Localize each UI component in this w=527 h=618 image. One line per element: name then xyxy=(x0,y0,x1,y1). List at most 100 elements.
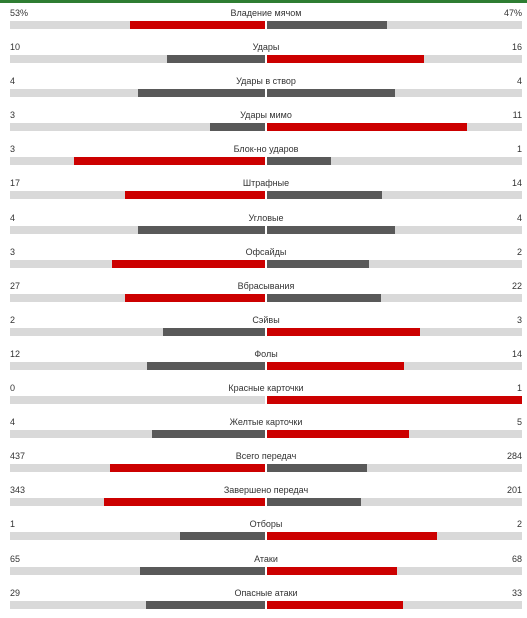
home-bar-track xyxy=(10,566,265,575)
stat-label: Красные карточки xyxy=(228,383,304,394)
away-bar-track xyxy=(267,361,522,370)
stat-label: Завершено передач xyxy=(223,485,309,496)
away-bar-fill xyxy=(267,55,424,64)
home-bar-track xyxy=(10,361,265,370)
home-value: 3 xyxy=(10,110,16,121)
home-bar-track xyxy=(10,464,265,473)
away-bar-track xyxy=(267,327,522,336)
home-bar-track xyxy=(10,89,265,98)
home-value: 2 xyxy=(10,314,16,325)
away-bar-fill xyxy=(267,396,522,405)
away-bar-fill xyxy=(267,123,468,132)
stat-row: 17 Штрафные 14 xyxy=(0,173,527,207)
away-bar-track xyxy=(267,21,522,29)
stat-row: 27 Вбрасывания 22 xyxy=(0,276,527,310)
away-value: 68 xyxy=(511,553,522,564)
home-value: 10 xyxy=(10,42,21,53)
home-bar-track xyxy=(10,327,265,336)
away-bar-track xyxy=(267,191,522,200)
stat-row: 4 Угловые 4 xyxy=(0,208,527,242)
home-bar-fill xyxy=(145,600,265,609)
top-border-strip xyxy=(0,0,527,3)
stat-label: Отборы xyxy=(249,519,283,530)
home-bar-track xyxy=(10,498,265,507)
stat-row: 1 Отборы 2 xyxy=(0,514,527,548)
away-value: 47% xyxy=(503,8,522,18)
stat-label: Опасные атаки xyxy=(234,587,298,598)
stat-label: Блок-но ударов xyxy=(233,144,299,155)
stat-row: 0 Красные карточки 1 xyxy=(0,378,527,412)
home-value: 4 xyxy=(10,212,16,223)
home-bar-track xyxy=(10,225,265,234)
home-bar-fill xyxy=(73,157,265,166)
stat-row: 29 Опасные атаки 33 xyxy=(0,583,527,617)
away-bar-track xyxy=(267,157,522,166)
away-bar-fill xyxy=(267,361,405,370)
away-value: 2 xyxy=(516,246,522,257)
home-bar-track xyxy=(10,123,265,132)
away-bar-track xyxy=(267,600,522,609)
away-value: 4 xyxy=(516,76,522,87)
home-value: 53% xyxy=(10,8,29,18)
home-value: 3 xyxy=(10,246,16,257)
stat-label: Всего передач xyxy=(235,451,297,462)
stat-label: Сэйвы xyxy=(252,314,280,325)
away-bar-track xyxy=(267,89,522,98)
home-bar-fill xyxy=(147,361,265,370)
home-value: 12 xyxy=(10,348,21,359)
away-value: 14 xyxy=(511,178,522,189)
away-bar-fill xyxy=(267,464,368,473)
home-bar-fill xyxy=(137,89,265,98)
home-bar-fill xyxy=(124,293,265,302)
home-value: 4 xyxy=(10,417,16,428)
home-bar-fill xyxy=(104,498,265,507)
away-bar-fill xyxy=(267,157,331,166)
stat-label: Желтые карточки xyxy=(229,417,303,428)
away-bar-track xyxy=(267,566,522,575)
away-bar-fill xyxy=(267,293,382,302)
away-bar-track xyxy=(267,498,522,507)
home-bar-track xyxy=(10,396,265,405)
stat-label: Фолы xyxy=(254,348,278,359)
away-value: 3 xyxy=(516,314,522,325)
away-value: 11 xyxy=(512,110,522,121)
home-bar-track xyxy=(10,191,265,200)
away-value: 16 xyxy=(511,42,522,53)
away-bar-fill xyxy=(267,225,395,234)
stat-row: 3 Офсайды 2 xyxy=(0,242,527,276)
away-bar-fill xyxy=(267,89,395,98)
home-value: 343 xyxy=(10,485,26,496)
home-bar-fill xyxy=(125,191,265,200)
home-bar-track xyxy=(10,600,265,609)
home-bar-fill xyxy=(210,123,265,132)
stat-label: Атаки xyxy=(254,553,278,564)
stat-row: 343 Завершено передач 201 xyxy=(0,480,527,514)
home-value: 0 xyxy=(10,383,16,394)
home-value: 437 xyxy=(10,451,26,462)
home-value: 1 xyxy=(10,519,16,530)
away-bar-fill xyxy=(267,498,362,507)
stat-row: 3 Блок-но ударов 1 xyxy=(0,139,527,173)
away-bar-track xyxy=(267,430,522,439)
away-value: 14 xyxy=(511,348,522,359)
home-value: 27 xyxy=(10,280,21,291)
home-value: 17 xyxy=(10,178,21,189)
stat-label: Офсайды xyxy=(245,246,287,257)
stat-label: Угловые xyxy=(248,212,284,223)
home-bar-fill xyxy=(140,566,265,575)
home-value: 3 xyxy=(10,144,16,155)
stat-row: 12 Фолы 14 xyxy=(0,344,527,378)
home-bar-track xyxy=(10,532,265,541)
away-bar-track xyxy=(267,55,522,64)
away-bar-track xyxy=(267,259,522,268)
home-value: 29 xyxy=(10,587,21,598)
stat-label: Владение мячом xyxy=(230,8,302,18)
home-bar-track xyxy=(10,157,265,166)
away-bar-fill xyxy=(267,21,387,29)
home-bar-track xyxy=(10,430,265,439)
away-bar-fill xyxy=(267,259,369,268)
away-value: 22 xyxy=(511,280,522,291)
away-bar-fill xyxy=(267,566,398,575)
stat-row: 2 Сэйвы 3 xyxy=(0,310,527,344)
stat-row: 4 Удары в створ 4 xyxy=(0,71,527,105)
